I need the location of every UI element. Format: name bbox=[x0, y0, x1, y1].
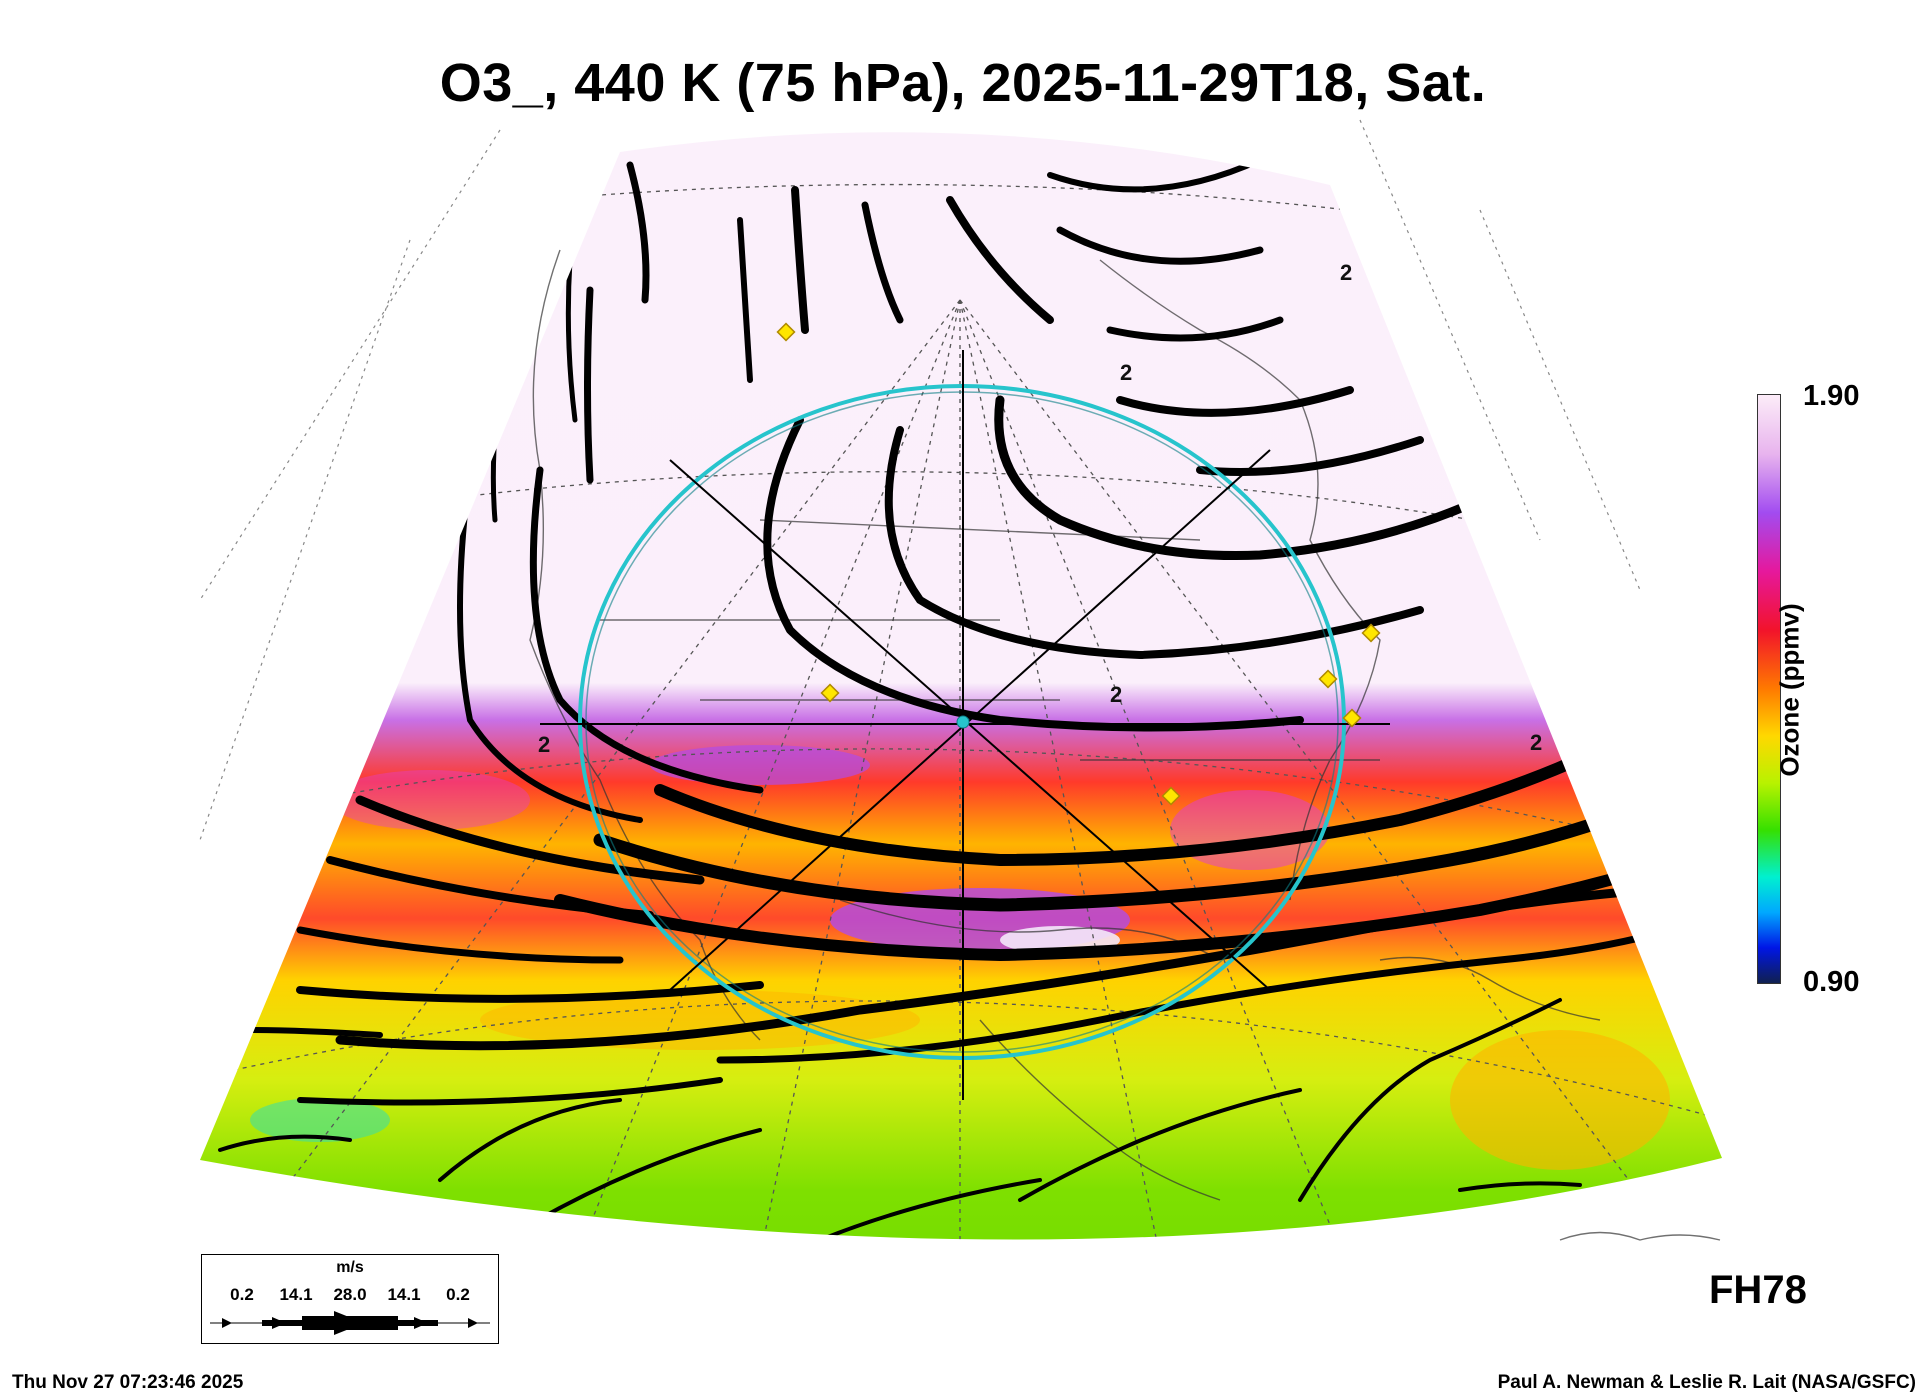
contour-label: 2 bbox=[1530, 730, 1542, 755]
station-marker bbox=[1342, 708, 1362, 728]
wind-key-unit: m/s bbox=[336, 1259, 364, 1276]
colorbar-title: Ozone (ppmv) bbox=[1774, 603, 1805, 777]
wind-key-arrows bbox=[210, 1311, 490, 1335]
station-marker bbox=[1361, 623, 1381, 643]
station-marker bbox=[820, 683, 840, 703]
map-title: O3_, 440 K (75 hPa), 2025-11-29T18, Sat. bbox=[439, 53, 1487, 113]
wind-key-value: 28.0 bbox=[333, 1285, 367, 1304]
forecast-hour-label: FH78 bbox=[1709, 1268, 1807, 1312]
graticule-outside bbox=[199, 119, 1641, 841]
contour-label: 2 bbox=[1340, 260, 1352, 285]
author-credit: Paul A. Newman & Leslie R. Lait (NASA/GS… bbox=[1497, 1372, 1916, 1393]
contour-labels: 2 2 2 2 2 bbox=[538, 260, 1542, 757]
station-marker bbox=[1318, 669, 1338, 689]
colorbar-min-label: 0.90 bbox=[1803, 966, 1860, 998]
render-timestamp: Thu Nov 27 07:23:46 2025 bbox=[12, 1372, 244, 1393]
wind-streamlines bbox=[218, 157, 1686, 1240]
wind-key-value: 0.2 bbox=[230, 1285, 254, 1304]
center-marker bbox=[956, 715, 970, 729]
graticule bbox=[200, 183, 1722, 1240]
contour-label: 2 bbox=[538, 732, 550, 757]
colorbar-max-label: 1.90 bbox=[1803, 380, 1860, 412]
wind-speed-key: m/s 0.2 14.1 28.0 14.1 0.2 bbox=[201, 1254, 499, 1344]
contour-label: 2 bbox=[1120, 360, 1132, 385]
station-marker bbox=[776, 322, 796, 342]
coastlines bbox=[529, 249, 1721, 1241]
ozone-colorbar bbox=[1757, 394, 1781, 984]
station-markers bbox=[776, 322, 1381, 806]
wind-key-value: 14.1 bbox=[387, 1285, 421, 1304]
contour-label: 2 bbox=[1110, 682, 1122, 707]
station-marker bbox=[1161, 786, 1181, 806]
wind-key-value: 14.1 bbox=[279, 1285, 313, 1304]
wind-key-value: 0.2 bbox=[446, 1285, 470, 1304]
